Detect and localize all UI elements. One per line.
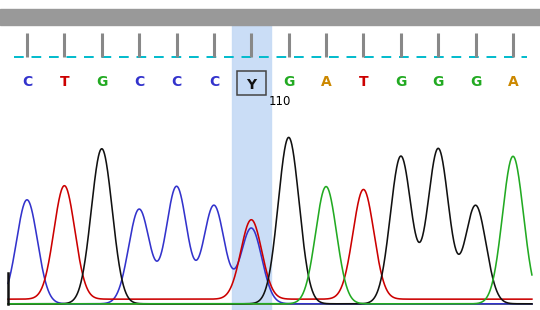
Text: G: G [395, 75, 407, 89]
Text: T: T [359, 75, 368, 89]
Text: C: C [134, 75, 144, 89]
Text: G: G [96, 75, 107, 89]
Text: 110: 110 [269, 95, 291, 108]
FancyBboxPatch shape [237, 72, 266, 95]
Text: A: A [508, 75, 518, 89]
Text: T: T [59, 75, 69, 89]
Text: G: G [470, 75, 481, 89]
Text: G: G [433, 75, 444, 89]
Text: A: A [321, 75, 332, 89]
Text: C: C [209, 75, 219, 89]
Text: C: C [22, 75, 32, 89]
Text: G: G [283, 75, 294, 89]
Bar [232, 25, 271, 310]
Text: C: C [171, 75, 181, 89]
Text: Y: Y [246, 78, 256, 92]
Bar [0, 9, 540, 25]
